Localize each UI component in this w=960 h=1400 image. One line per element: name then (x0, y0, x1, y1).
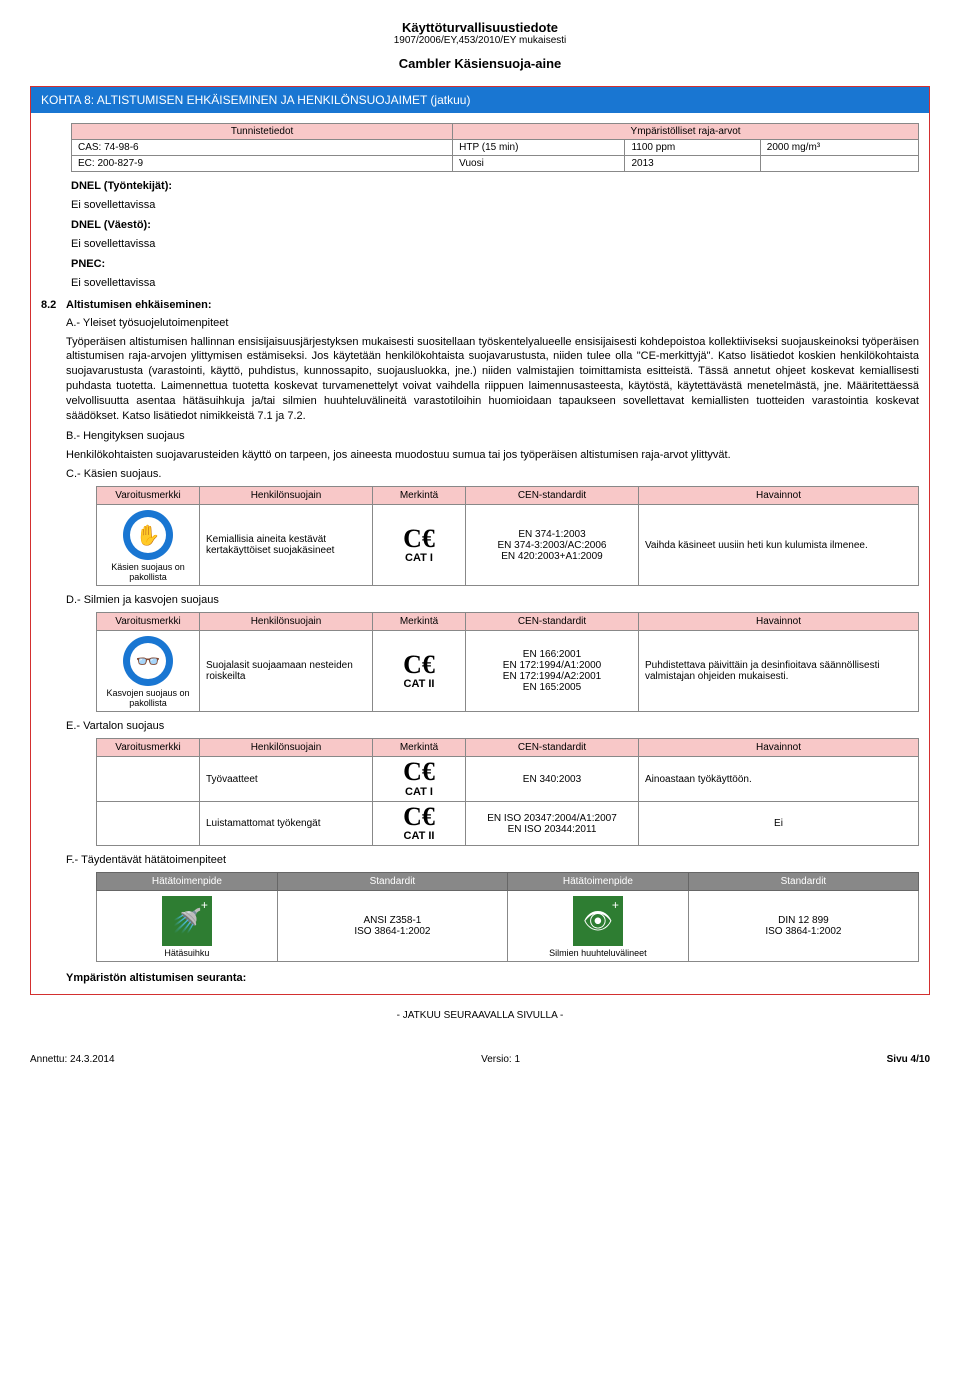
body-r2-ce: C€ CAT II (373, 801, 466, 845)
continue-text: - JATKUU SEURAAVALLA SIVULLA - (30, 1010, 930, 1021)
emergency-table: Hätätoimenpide Standardit Hätätoimenpide… (96, 872, 919, 962)
ce-mark-icon: C€ (379, 653, 459, 676)
text-a: Työperäisen altistumisen hallinnan ensis… (66, 335, 919, 424)
goggles-icon: 👓 (123, 636, 173, 686)
shower-icon-cell: 🚿 Hätäsuihku (97, 891, 278, 962)
hands-table: Varoitusmerkki Henkilönsuojain Merkintä … (96, 486, 919, 586)
dnel-pop-label: DNEL (Väestö): (71, 219, 919, 231)
body-table: Varoitusmerkki Henkilönsuojain Merkintä … (96, 738, 919, 846)
ppe-h2: Henkilönsuojain (200, 487, 373, 505)
hands-note: Vaihda käsineet uusiin heti kun kulumist… (639, 505, 919, 586)
ppe-h3: Merkintä (373, 487, 466, 505)
footer-version: Versio: 1 (481, 1054, 520, 1065)
doc-header: Käyttöturvallisuustiedote 1907/2006/EY,4… (30, 20, 930, 46)
ec-cell: EC: 200-827-9 (72, 156, 453, 172)
htp-ppm: 1100 ppm (625, 140, 760, 156)
shower-std: ANSI Z358-1 ISO 3864-1:2002 (277, 891, 507, 962)
label-d: D.- Silmien ja kasvojen suojaus (66, 594, 919, 606)
em-h2a: Standardit (277, 873, 507, 891)
hands-cat: CAT I (379, 552, 459, 564)
em-h2b: Standardit (688, 873, 918, 891)
title-8-2: Altistumisen ehkäiseminen: (66, 299, 919, 311)
footer-page: Sivu 4/10 (887, 1054, 930, 1065)
label-e: E.- Vartalon suojaus (66, 720, 919, 732)
eyes-icon-cell: 👓 Kasvojen suojaus on pakollista (97, 631, 200, 712)
hands-icon-cell: ✋ Käsien suojaus on pakollista (97, 505, 200, 586)
eyewash-icon: 👁 (573, 896, 623, 946)
body-r2-desc: Luistamattomat työkengät (200, 801, 373, 845)
body-r1-ce: C€ CAT I (373, 757, 466, 801)
hands-desc: Kemiallisia aineita kestävät kertakäyttö… (200, 505, 373, 586)
product-name: Cambler Käsiensuoja-aine (30, 56, 930, 71)
subsection-8-2: 8.2 Altistumisen ehkäiseminen: A.- Yleis… (41, 299, 919, 985)
eyes-desc: Suojalasit suojaamaan nesteiden roiskeil… (200, 631, 373, 712)
hands-ce: C€ CAT I (373, 505, 466, 586)
dnel-workers-value: Ei sovellettavissa (71, 198, 919, 213)
label-a: A.- Yleiset työsuojelutoimenpiteet (66, 317, 919, 329)
ppe-h4: CEN-standardit (466, 487, 639, 505)
dnel-workers-label: DNEL (Työntekijät): (71, 180, 919, 192)
year-label: Vuosi (453, 156, 625, 172)
year-value: 2013 (625, 156, 760, 172)
label-f: F.- Täydentävät hätätoimenpiteet (66, 854, 919, 866)
ce-mark-icon: C€ (379, 805, 459, 828)
eyes-ce: C€ CAT II (373, 631, 466, 712)
body-r1-desc: Työvaatteet (200, 757, 373, 801)
em-h1a: Hätätoimenpide (97, 873, 278, 891)
eyes-table: Varoitusmerkki Henkilönsuojain Merkintä … (96, 612, 919, 712)
em-h1b: Hätätoimenpide (507, 873, 688, 891)
ppe-h1: Varoitusmerkki (97, 487, 200, 505)
eyes-caption: Kasvojen suojaus on pakollista (103, 688, 193, 708)
page-footer: Annettu: 24.3.2014 Versio: 1 Sivu 4/10 (0, 1046, 960, 1073)
text-b: Henkilökohtaisten suojavarusteiden käytt… (66, 448, 919, 463)
footer-date: Annettu: 24.3.2014 (30, 1054, 115, 1065)
body-r2-note: Ei (639, 801, 919, 845)
hands-caption: Käsien suojaus on pakollista (103, 562, 193, 582)
cas-cell: CAS: 74-98-6 (72, 140, 453, 156)
pnec-value: Ei sovellettavissa (71, 276, 919, 291)
section-8-box: KOHTA 8: ALTISTUMISEN EHKÄISEMINEN JA HE… (30, 86, 930, 995)
shower-label: Hätäsuihku (103, 948, 271, 958)
dnel-pop-value: Ei sovellettavissa (71, 237, 919, 252)
identification-table: Tunnistetiedot Ympäristölliset raja-arvo… (71, 123, 919, 172)
label-c: C.- Käsien suojaus. (66, 468, 919, 480)
htp-mg: 2000 mg/m³ (760, 140, 918, 156)
id-header-1: Tunnistetiedot (72, 124, 453, 140)
hands-std: EN 374-1:2003 EN 374-3:2003/AC:2006 EN 4… (466, 505, 639, 586)
doc-title: Käyttöturvallisuustiedote (30, 20, 930, 35)
hands-icon: ✋ (123, 510, 173, 560)
eyes-note: Puhdistettava päivittäin ja desinfioitav… (639, 631, 919, 712)
body-r2-std: EN ISO 20347:2004/A1:2007 EN ISO 20344:2… (466, 801, 639, 845)
label-b: B.- Hengityksen suojaus (66, 430, 919, 442)
env-label: Ympäristön altistumisen seuranta: (66, 972, 919, 984)
body-r1-std: EN 340:2003 (466, 757, 639, 801)
id-header-2: Ympäristölliset raja-arvot (453, 124, 919, 140)
body-r2-cat: CAT II (379, 830, 459, 842)
shower-icon: 🚿 (162, 896, 212, 946)
num-8-2: 8.2 (41, 299, 66, 985)
eyes-cat: CAT II (379, 678, 459, 690)
eyewash-label: Silmien huuhteluvälineet (514, 948, 682, 958)
eyes-std: EN 166:2001 EN 172:1994/A1:2000 EN 172:1… (466, 631, 639, 712)
section-8-title: KOHTA 8: ALTISTUMISEN EHKÄISEMINEN JA HE… (31, 87, 929, 113)
doc-subtitle: 1907/2006/EY,453/2010/EY mukaisesti (30, 35, 930, 46)
ce-mark-icon: C€ (379, 760, 459, 783)
eyewash-std: DIN 12 899 ISO 3864-1:2002 (688, 891, 918, 962)
ppe-h5: Havainnot (639, 487, 919, 505)
ce-mark-icon: C€ (379, 527, 459, 550)
body-r1-cat: CAT I (379, 786, 459, 798)
htp-label: HTP (15 min) (453, 140, 625, 156)
body-r1-note: Ainoastaan työkäyttöön. (639, 757, 919, 801)
eyewash-icon-cell: 👁 Silmien huuhteluvälineet (507, 891, 688, 962)
pnec-label: PNEC: (71, 258, 919, 270)
